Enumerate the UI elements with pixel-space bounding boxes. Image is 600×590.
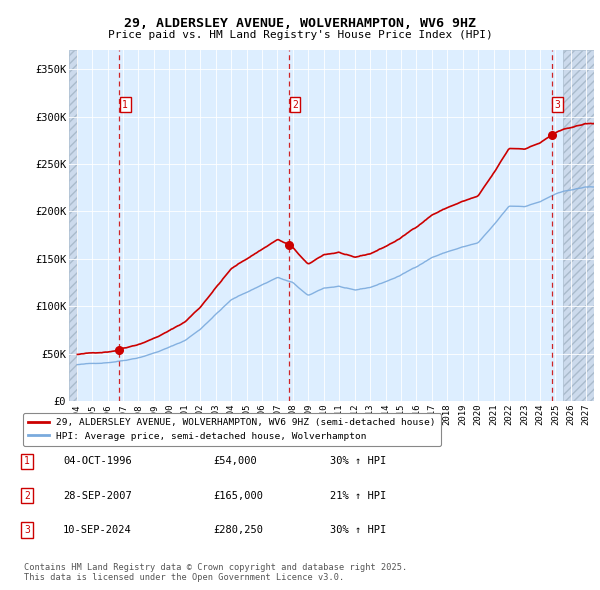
Text: £280,250: £280,250 [213,525,263,535]
Text: Price paid vs. HM Land Registry's House Price Index (HPI): Price paid vs. HM Land Registry's House … [107,30,493,40]
Legend: 29, ALDERSLEY AVENUE, WOLVERHAMPTON, WV6 9HZ (semi-detached house), HPI: Average: 29, ALDERSLEY AVENUE, WOLVERHAMPTON, WV6… [23,413,441,446]
Text: 1: 1 [122,100,128,110]
Bar [563,50,594,401]
Text: £165,000: £165,000 [213,491,263,500]
Text: 28-SEP-2007: 28-SEP-2007 [63,491,132,500]
Text: 10-SEP-2024: 10-SEP-2024 [63,525,132,535]
Text: 2: 2 [292,100,298,110]
Text: £54,000: £54,000 [213,457,257,466]
Bar [69,50,77,401]
Text: Contains HM Land Registry data © Crown copyright and database right 2025.
This d: Contains HM Land Registry data © Crown c… [24,563,407,582]
Text: 29, ALDERSLEY AVENUE, WOLVERHAMPTON, WV6 9HZ: 29, ALDERSLEY AVENUE, WOLVERHAMPTON, WV6… [124,17,476,30]
Text: 30% ↑ HPI: 30% ↑ HPI [330,457,386,466]
Text: 21% ↑ HPI: 21% ↑ HPI [330,491,386,500]
Text: 04-OCT-1996: 04-OCT-1996 [63,457,132,466]
Text: 1: 1 [24,457,30,466]
Text: 2: 2 [24,491,30,500]
Text: 3: 3 [554,100,560,110]
Text: 3: 3 [24,525,30,535]
Text: 30% ↑ HPI: 30% ↑ HPI [330,525,386,535]
